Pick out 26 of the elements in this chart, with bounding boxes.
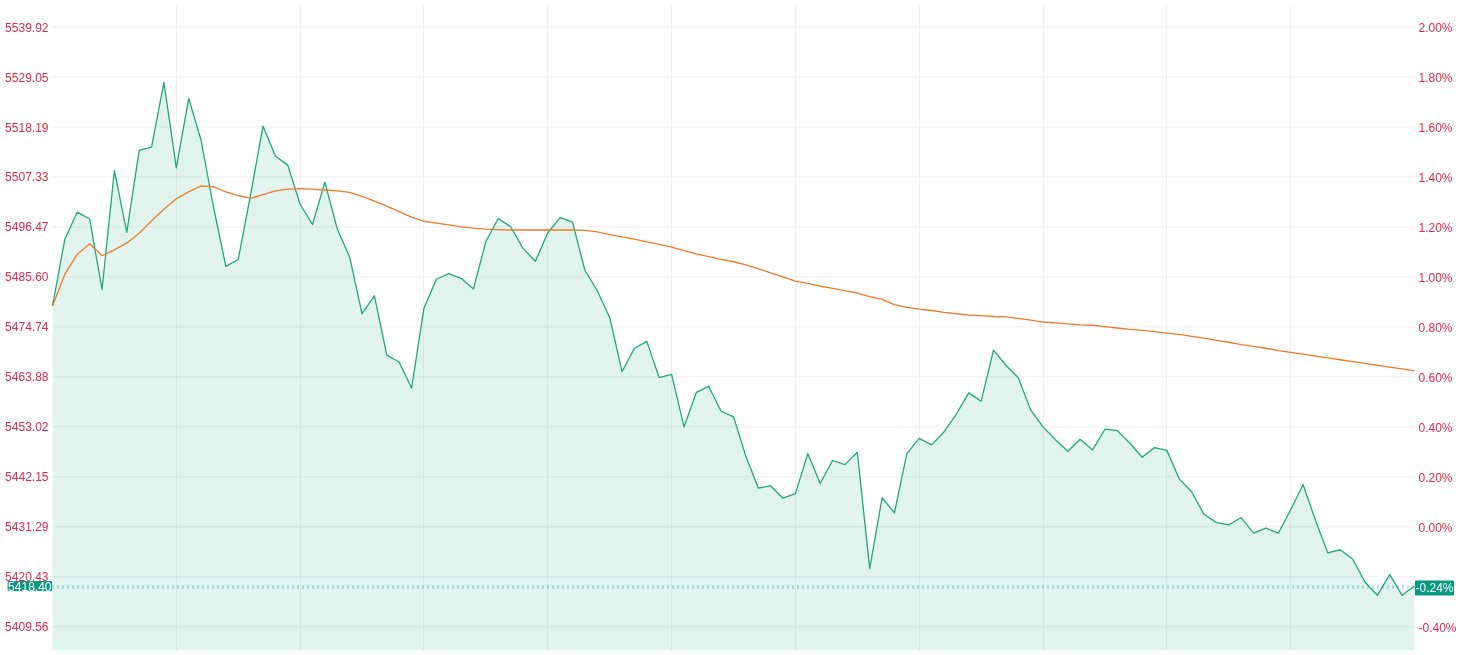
y-tick-label: 5507.33 [5, 170, 49, 185]
y2-tick-label: 0.00% [1418, 521, 1453, 535]
y-tick-label: 5474.74 [5, 320, 49, 335]
y-tick-label: 5453.02 [5, 420, 49, 435]
line-series [51, 185, 1416, 372]
y-tick-label: 5496.47 [5, 220, 49, 235]
y2-tick-label: 1.80% [1418, 71, 1453, 85]
y-tick-label: 5485.60 [5, 270, 49, 285]
y-tick-label: 5463.88 [5, 370, 49, 385]
y2-tick-label: 2.00% [1418, 21, 1453, 35]
y-tick-label: 5431.29 [5, 520, 49, 535]
y-tick-label: 5529.05 [5, 70, 49, 85]
y2-tick-label: -0.40% [1418, 621, 1457, 635]
y-tick-label: 5442.15 [5, 470, 49, 485]
y-tick-label: 5539.92 [5, 20, 49, 35]
y2-tick-label: 0.20% [1418, 471, 1453, 485]
y2-tick-label: 0.40% [1418, 421, 1453, 435]
y-tick-label: 5409.56 [5, 620, 49, 635]
y2-tick-label: 1.00% [1418, 271, 1453, 285]
y2-tick-label: 0.60% [1418, 371, 1453, 385]
y2-tick-label: 1.60% [1418, 121, 1453, 135]
ref-line-label: -0.24% [1415, 581, 1454, 595]
y2-tick-label: 1.20% [1418, 221, 1453, 235]
y2-tick-label: 0.80% [1418, 321, 1453, 335]
y2-tick-label: 1.40% [1418, 171, 1453, 185]
y-tick-label: 5518.19 [5, 120, 49, 135]
